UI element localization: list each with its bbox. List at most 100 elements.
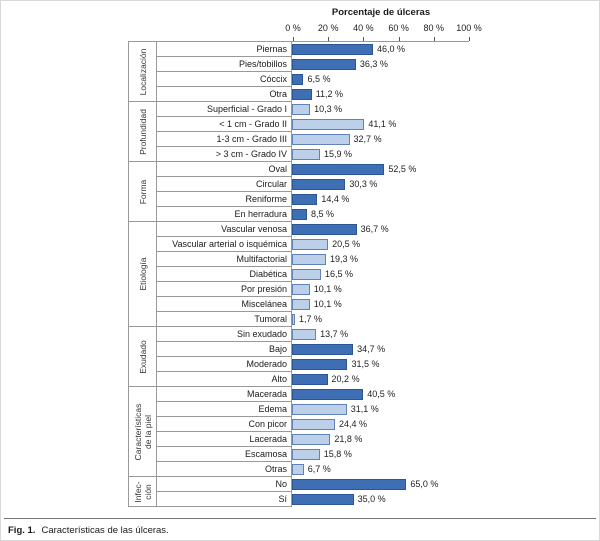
- bar: [292, 374, 328, 385]
- group-rows: Sin exudado 13,7 % Bajo 34,7 % Moderado 31,5 …: [157, 327, 469, 387]
- category-label: 1-3 cm - Grado III: [157, 132, 292, 147]
- bar-cell: 32,7 %: [292, 132, 468, 147]
- bar-cell: 41,1 %: [292, 117, 468, 132]
- axis-tick-mark: [398, 37, 400, 41]
- group-label-cell: Características de la piel: [129, 387, 157, 477]
- chart-row: Oval 52,5 %: [157, 162, 469, 177]
- value-label: 11,2 %: [315, 89, 344, 99]
- bar-cell: 40,5 %: [292, 387, 468, 402]
- category-label: Sin exudado: [157, 327, 292, 342]
- value-label: 32,7 %: [353, 134, 382, 144]
- category-label: Macerada: [157, 387, 292, 402]
- chart-row: Sin exudado 13,7 %: [157, 327, 469, 342]
- axis-tick-label: 80 %: [423, 23, 445, 33]
- group-rows: Piernas 46,0 % Pies/tobillos 36,3 % Cóccix 6,…: [157, 42, 469, 102]
- chart-row: Otras 6,7 %: [157, 462, 469, 477]
- group-label-cell: Forma: [129, 162, 157, 222]
- bar-cell: 34,7 %: [292, 342, 468, 357]
- category-label: Diabética: [157, 267, 292, 282]
- category-label: Sí: [157, 492, 292, 507]
- axis-tick-mark: [293, 37, 294, 41]
- chart-row: Multifactorial 19,3 %: [157, 252, 469, 267]
- value-label: 31,5 %: [351, 359, 380, 369]
- axis-tick-mark: [363, 37, 365, 41]
- bar: [292, 464, 304, 475]
- category-label: Cóccix: [157, 72, 292, 87]
- bar: [292, 179, 346, 190]
- group-label: Localización: [137, 48, 148, 95]
- bar: [292, 134, 350, 145]
- bar: [292, 224, 357, 235]
- value-label: 35,0 %: [357, 494, 386, 504]
- value-label: 30,3 %: [349, 179, 378, 189]
- category-label: En herradura: [157, 207, 292, 222]
- group-rows: Vascular venosa 36,7 % Vascular arterial o…: [157, 222, 469, 327]
- bar-cell: 16,5 %: [292, 267, 468, 282]
- value-label: 15,9 %: [323, 149, 352, 159]
- category-label: Miscelánea: [157, 297, 292, 312]
- bar: [292, 359, 348, 370]
- bar-cell: 6,5 %: [292, 72, 468, 87]
- bar: [292, 164, 385, 175]
- bar: [292, 404, 347, 415]
- bar: [292, 119, 365, 130]
- chart-row: Pies/tobillos 36,3 %: [157, 57, 469, 72]
- bar-cell: 10,1 %: [292, 282, 468, 297]
- bar-cell: 15,8 %: [292, 447, 468, 462]
- chart-row: Circular 30,3 %: [157, 177, 469, 192]
- bar-cell: 20,5 %: [292, 237, 468, 252]
- axis-tick-label: 60 %: [388, 23, 409, 33]
- bar: [292, 194, 318, 205]
- group-label-cell: Localización: [129, 42, 157, 102]
- group-label-cell: Infec- ción: [129, 477, 157, 507]
- value-label: 15,8 %: [323, 449, 352, 459]
- category-label: Escamosa: [157, 447, 292, 462]
- bar: [292, 44, 373, 55]
- chart-row: Piernas 46,0 %: [157, 42, 469, 57]
- bar-cell: 20,2 %: [292, 372, 468, 387]
- chart-row: Tumoral 1,7 %: [157, 312, 469, 327]
- value-label: 6,5 %: [307, 74, 331, 84]
- value-label: 14,4 %: [321, 194, 350, 204]
- category-label: Con picor: [157, 417, 292, 432]
- category-label: Vascular arterial o isquémica: [157, 237, 292, 252]
- group-label-cell: Profundidad: [129, 102, 157, 162]
- chart-row: > 3 cm - Grado IV 15,9 %: [157, 147, 469, 162]
- bar-cell: 31,1 %: [292, 402, 468, 417]
- chart-row: Lacerada 21,8 %: [157, 432, 469, 447]
- caption-label: Fig. 1.: [8, 525, 36, 536]
- bar: [292, 449, 320, 460]
- bar-cell: 11,2 %: [292, 87, 468, 102]
- bar-cell: 15,9 %: [292, 147, 468, 162]
- value-label: 34,7 %: [357, 344, 386, 354]
- bar: [292, 89, 312, 100]
- axis-tick-label: 40 %: [353, 23, 374, 33]
- bar-cell: 1,7 %: [292, 312, 468, 327]
- bar: [292, 269, 322, 280]
- value-label: 46,0 %: [376, 44, 405, 54]
- category-label: Oval: [157, 162, 292, 177]
- value-label: 52,5 %: [388, 164, 417, 174]
- category-label: > 3 cm - Grado IV: [157, 147, 292, 162]
- axis-tick-mark: [433, 37, 435, 41]
- value-label: 10,3 %: [314, 104, 343, 114]
- row-group-6: Infec- ción No 65,0 % Sí 35,0 %: [129, 477, 469, 507]
- group-label: Características de la piel: [132, 403, 153, 460]
- group-rows: Oval 52,5 % Circular 30,3 % Reniforme 14,4 % E…: [157, 162, 469, 222]
- axis-tick-label: 20 %: [317, 23, 339, 33]
- value-label: 21,8 %: [334, 434, 363, 444]
- group-rows: Superficial - Grado I 10,3 % < 1 cm - Grad…: [157, 102, 469, 162]
- bar: [292, 149, 320, 160]
- bar-cell: 13,7 %: [292, 327, 468, 342]
- value-label: 13,7 %: [320, 329, 349, 339]
- chart-row: Superficial - Grado I 10,3 %: [157, 102, 469, 117]
- value-label: 40,5 %: [367, 389, 396, 399]
- row-group-4: Exudado Sin exudado 13,7 % Bajo 34,7 % Modera…: [129, 327, 469, 387]
- value-label: 36,7 %: [360, 224, 389, 234]
- caption-rule: [4, 518, 596, 519]
- category-label: Por presión: [157, 282, 292, 297]
- chart-row: < 1 cm - Grado II 41,1 %: [157, 117, 469, 132]
- category-label: Otra: [157, 87, 292, 102]
- figure-caption: Fig. 1. Características de las úlceras.: [8, 524, 599, 537]
